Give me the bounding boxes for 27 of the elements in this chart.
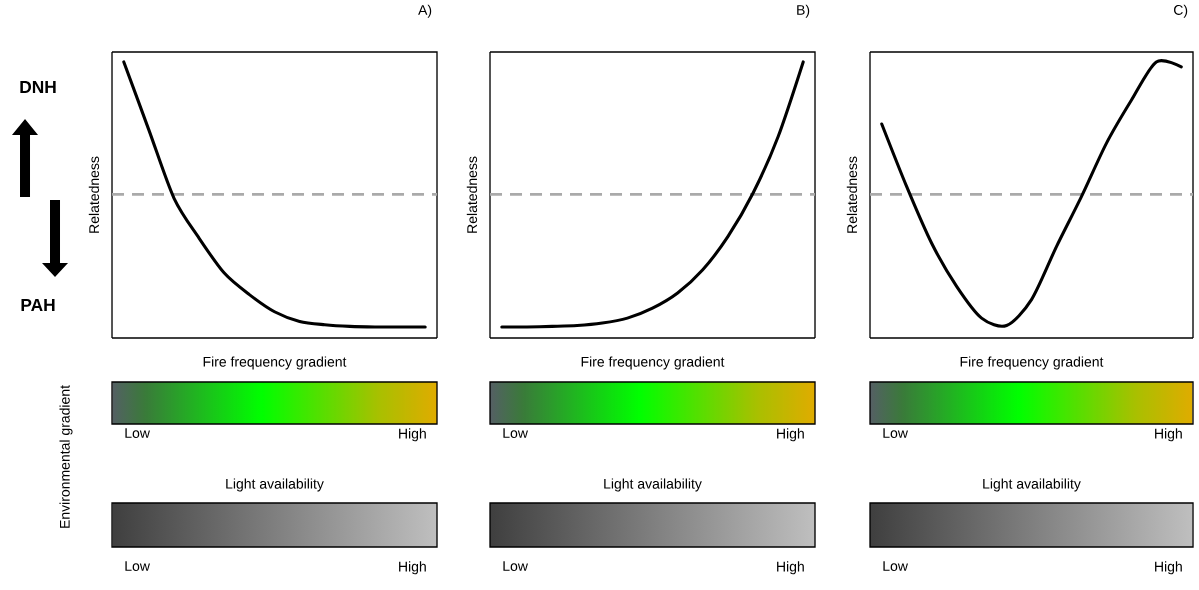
text: Low	[503, 561, 528, 572]
text: PAH	[21, 299, 55, 311]
text: Light availability	[983, 478, 1081, 492]
text: Low	[883, 428, 908, 439]
text: Low	[503, 428, 528, 439]
text: High	[777, 428, 804, 442]
text: Fire frequency gradient	[960, 356, 1104, 370]
text: Environmental gradient	[59, 385, 73, 528]
text: DNH	[20, 81, 56, 93]
text: High	[1155, 561, 1182, 575]
chart-title: A)	[418, 4, 432, 18]
text: High	[399, 561, 426, 575]
y-axis-title: Relatedness	[846, 156, 858, 233]
text: Low	[883, 561, 908, 572]
text: High	[1155, 428, 1182, 442]
text: Fire frequency gradient	[581, 356, 725, 370]
y-axis-title: Relatedness	[466, 156, 478, 233]
text: Low	[125, 428, 150, 439]
text: High	[777, 561, 804, 575]
text: Low	[125, 561, 150, 572]
text: Light availability	[604, 478, 702, 492]
chart-title: B)	[797, 4, 810, 18]
y-axis-title: Relatedness	[88, 156, 100, 233]
text: High	[399, 428, 426, 442]
chart-title: C)	[1174, 4, 1188, 18]
text: Fire frequency gradient	[203, 356, 347, 370]
text: Light availability	[226, 478, 324, 492]
